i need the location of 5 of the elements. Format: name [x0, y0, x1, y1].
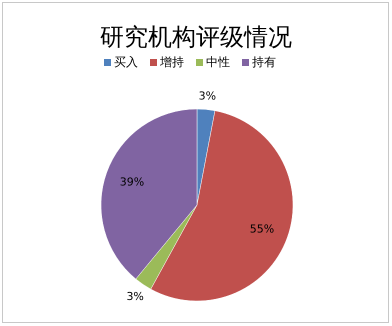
legend-label: 买入	[114, 55, 138, 69]
legend-label: 增持	[159, 55, 184, 69]
legend-label: 中性	[206, 55, 230, 69]
title: 研究机构评级情况	[100, 23, 292, 51]
legend-label: 持有	[252, 55, 276, 69]
